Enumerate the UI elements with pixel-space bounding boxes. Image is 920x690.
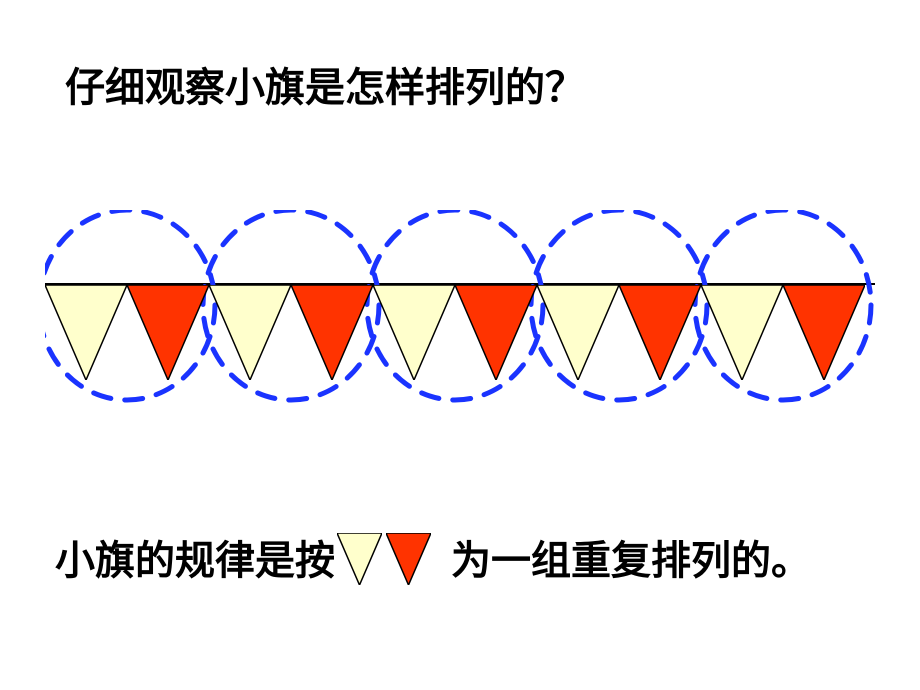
answer-row: 小旗的规律是按 为一组重复排列的。 — [55, 528, 811, 595]
flag-6 — [455, 285, 537, 385]
flag-4 — [291, 285, 373, 385]
answer-text-before: 小旗的规律是按 — [55, 528, 335, 586]
inline-flag-2 — [386, 533, 431, 595]
flag-2 — [127, 285, 209, 385]
flag-7 — [537, 285, 619, 385]
answer-text-after: 为一组重复排列的。 — [451, 528, 811, 586]
flag-1 — [45, 285, 127, 385]
flag-9 — [701, 285, 783, 385]
inline-flag-1 — [337, 533, 382, 595]
question-title: 仔细观察小旗是怎样排列的？ — [65, 55, 585, 113]
flag-pattern-row — [45, 245, 875, 445]
flag-5 — [373, 285, 455, 385]
answer-pattern-unit — [335, 528, 433, 595]
flag-10 — [783, 285, 865, 385]
flag-8 — [619, 285, 701, 385]
flag-3 — [209, 285, 291, 385]
